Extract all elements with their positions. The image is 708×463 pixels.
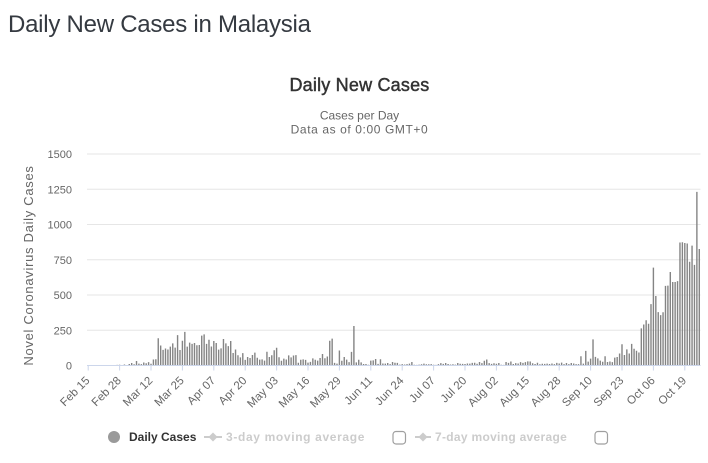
svg-text:Daily New Cases in Malaysia: Daily New Cases in Malaysia: [8, 11, 312, 38]
svg-text:Daily Cases: Daily Cases: [129, 430, 197, 444]
svg-text:500: 500: [54, 290, 72, 302]
svg-text:Daily New Cases: Daily New Cases: [289, 75, 429, 95]
svg-text:1000: 1000: [48, 220, 72, 232]
svg-text:1500: 1500: [48, 149, 72, 161]
svg-text:250: 250: [54, 325, 72, 337]
svg-text:0: 0: [66, 361, 72, 373]
svg-text:7-day moving average: 7-day moving average: [435, 430, 567, 444]
svg-text:Novel Coronavirus Daily Cases: Novel Coronavirus Daily Cases: [21, 165, 36, 365]
svg-text:Cases per Day: Cases per Day: [320, 109, 399, 123]
svg-text:3-day moving average: 3-day moving average: [226, 430, 365, 444]
svg-text:1250: 1250: [48, 184, 72, 196]
svg-text:750: 750: [54, 255, 72, 267]
svg-text:Data as of 0:00 GMT+0: Data as of 0:00 GMT+0: [291, 123, 429, 137]
